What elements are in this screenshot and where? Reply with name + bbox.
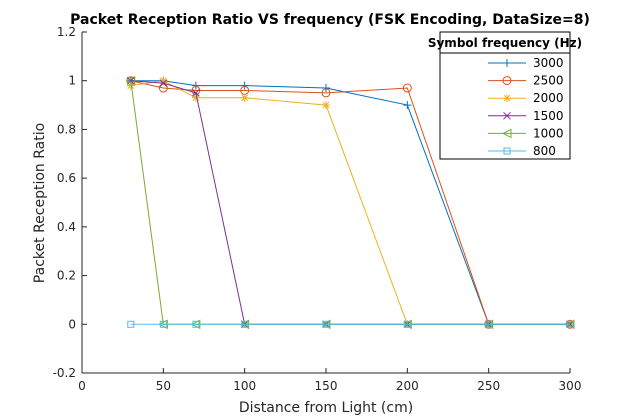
- data-point-3000-3: [240, 81, 249, 90]
- data-point-2000-1: [159, 76, 168, 85]
- data-point-800-5: [403, 320, 411, 328]
- legend: Symbol frequency (Hz) 3000 2500 2000 1500 10…: [428, 31, 582, 160]
- data-point-800-6: [485, 320, 493, 328]
- legend-label: 1500: [533, 109, 564, 123]
- x-tick-label: 250: [477, 379, 500, 393]
- legend-item-2000: 2000: [488, 91, 564, 105]
- legend-marker: [501, 128, 512, 139]
- series-layer: [125, 75, 575, 330]
- data-point-800-0: [127, 320, 135, 328]
- data-point-1000-7: [564, 319, 575, 330]
- legend-label: 3000: [533, 56, 564, 70]
- x-tick-label: 200: [396, 379, 419, 393]
- data-point-3000-4: [322, 84, 330, 93]
- y-tick-label: 0.4: [57, 220, 76, 234]
- series-line-2500: [130, 80, 570, 325]
- legend-item-800: 800: [488, 144, 556, 158]
- legend-item-2500: 2500: [488, 74, 564, 88]
- x-axis-label: Distance from Light (cm): [239, 400, 413, 416]
- x-tick-label: 150: [315, 379, 338, 393]
- y-tick-label: 0.6: [57, 171, 76, 185]
- x-tick-label: 0: [78, 379, 86, 393]
- data-point-2000-4: [322, 101, 330, 110]
- series-800: [127, 320, 574, 328]
- x-tick-label: 100: [233, 379, 256, 393]
- y-tick-label: 0.2: [57, 269, 76, 283]
- y-tick-label: 0.8: [57, 122, 76, 136]
- legend-marker: [503, 111, 511, 120]
- chart-title: Packet Reception Ratio VS frequency (FSK…: [70, 12, 590, 28]
- legend-entries: 3000 2500 2000 1500 1000 800: [488, 56, 564, 158]
- legend-title: Symbol frequency (Hz): [428, 36, 582, 50]
- data-point-3000-2: [191, 81, 200, 90]
- legend-label: 2000: [533, 91, 564, 105]
- y-tick-label: -0.2: [53, 366, 76, 380]
- legend-label: 800: [533, 144, 556, 158]
- data-point-800-2: [192, 320, 200, 328]
- data-point-2000-3: [240, 93, 249, 102]
- legend-item-3000: 3000: [488, 56, 564, 70]
- data-point-800-1: [159, 320, 167, 328]
- y-axis-label: Packet Reception Ratio: [32, 123, 48, 283]
- series-line-3000: [130, 80, 570, 325]
- data-point-1000-0: [125, 75, 136, 86]
- legend-marker: [503, 147, 511, 155]
- legend-marker: [502, 76, 512, 86]
- x-tick-label: 50: [156, 379, 171, 393]
- legend-marker: [503, 59, 511, 67]
- data-point-2000-2: [191, 93, 200, 102]
- legend-marker: [503, 94, 511, 103]
- data-point-1500-2: [192, 89, 200, 97]
- y-tick-label: 1: [68, 74, 76, 88]
- data-point-2500-5: [402, 83, 412, 93]
- data-point-800-3: [241, 320, 249, 328]
- data-point-2500-4: [321, 88, 331, 98]
- x-tick-label: 300: [559, 379, 582, 393]
- data-point-800-7: [566, 320, 574, 328]
- axes-layer: 0 50 100 150 200 250 300-0.200.20.40.60.811.2: [53, 25, 582, 393]
- y-tick-label: 1.2: [57, 25, 76, 39]
- y-tick-label: 0: [68, 317, 76, 331]
- legend-item-1000: 1000: [488, 126, 564, 140]
- data-point-2000-0: [126, 81, 135, 90]
- legend-label: 2500: [533, 74, 564, 88]
- data-point-800-4: [322, 320, 330, 328]
- data-point-3000-5: [403, 101, 412, 110]
- legend-item-1500: 1500: [488, 109, 564, 123]
- data-point-1500-1: [159, 79, 168, 88]
- legend-label: 1000: [533, 126, 564, 140]
